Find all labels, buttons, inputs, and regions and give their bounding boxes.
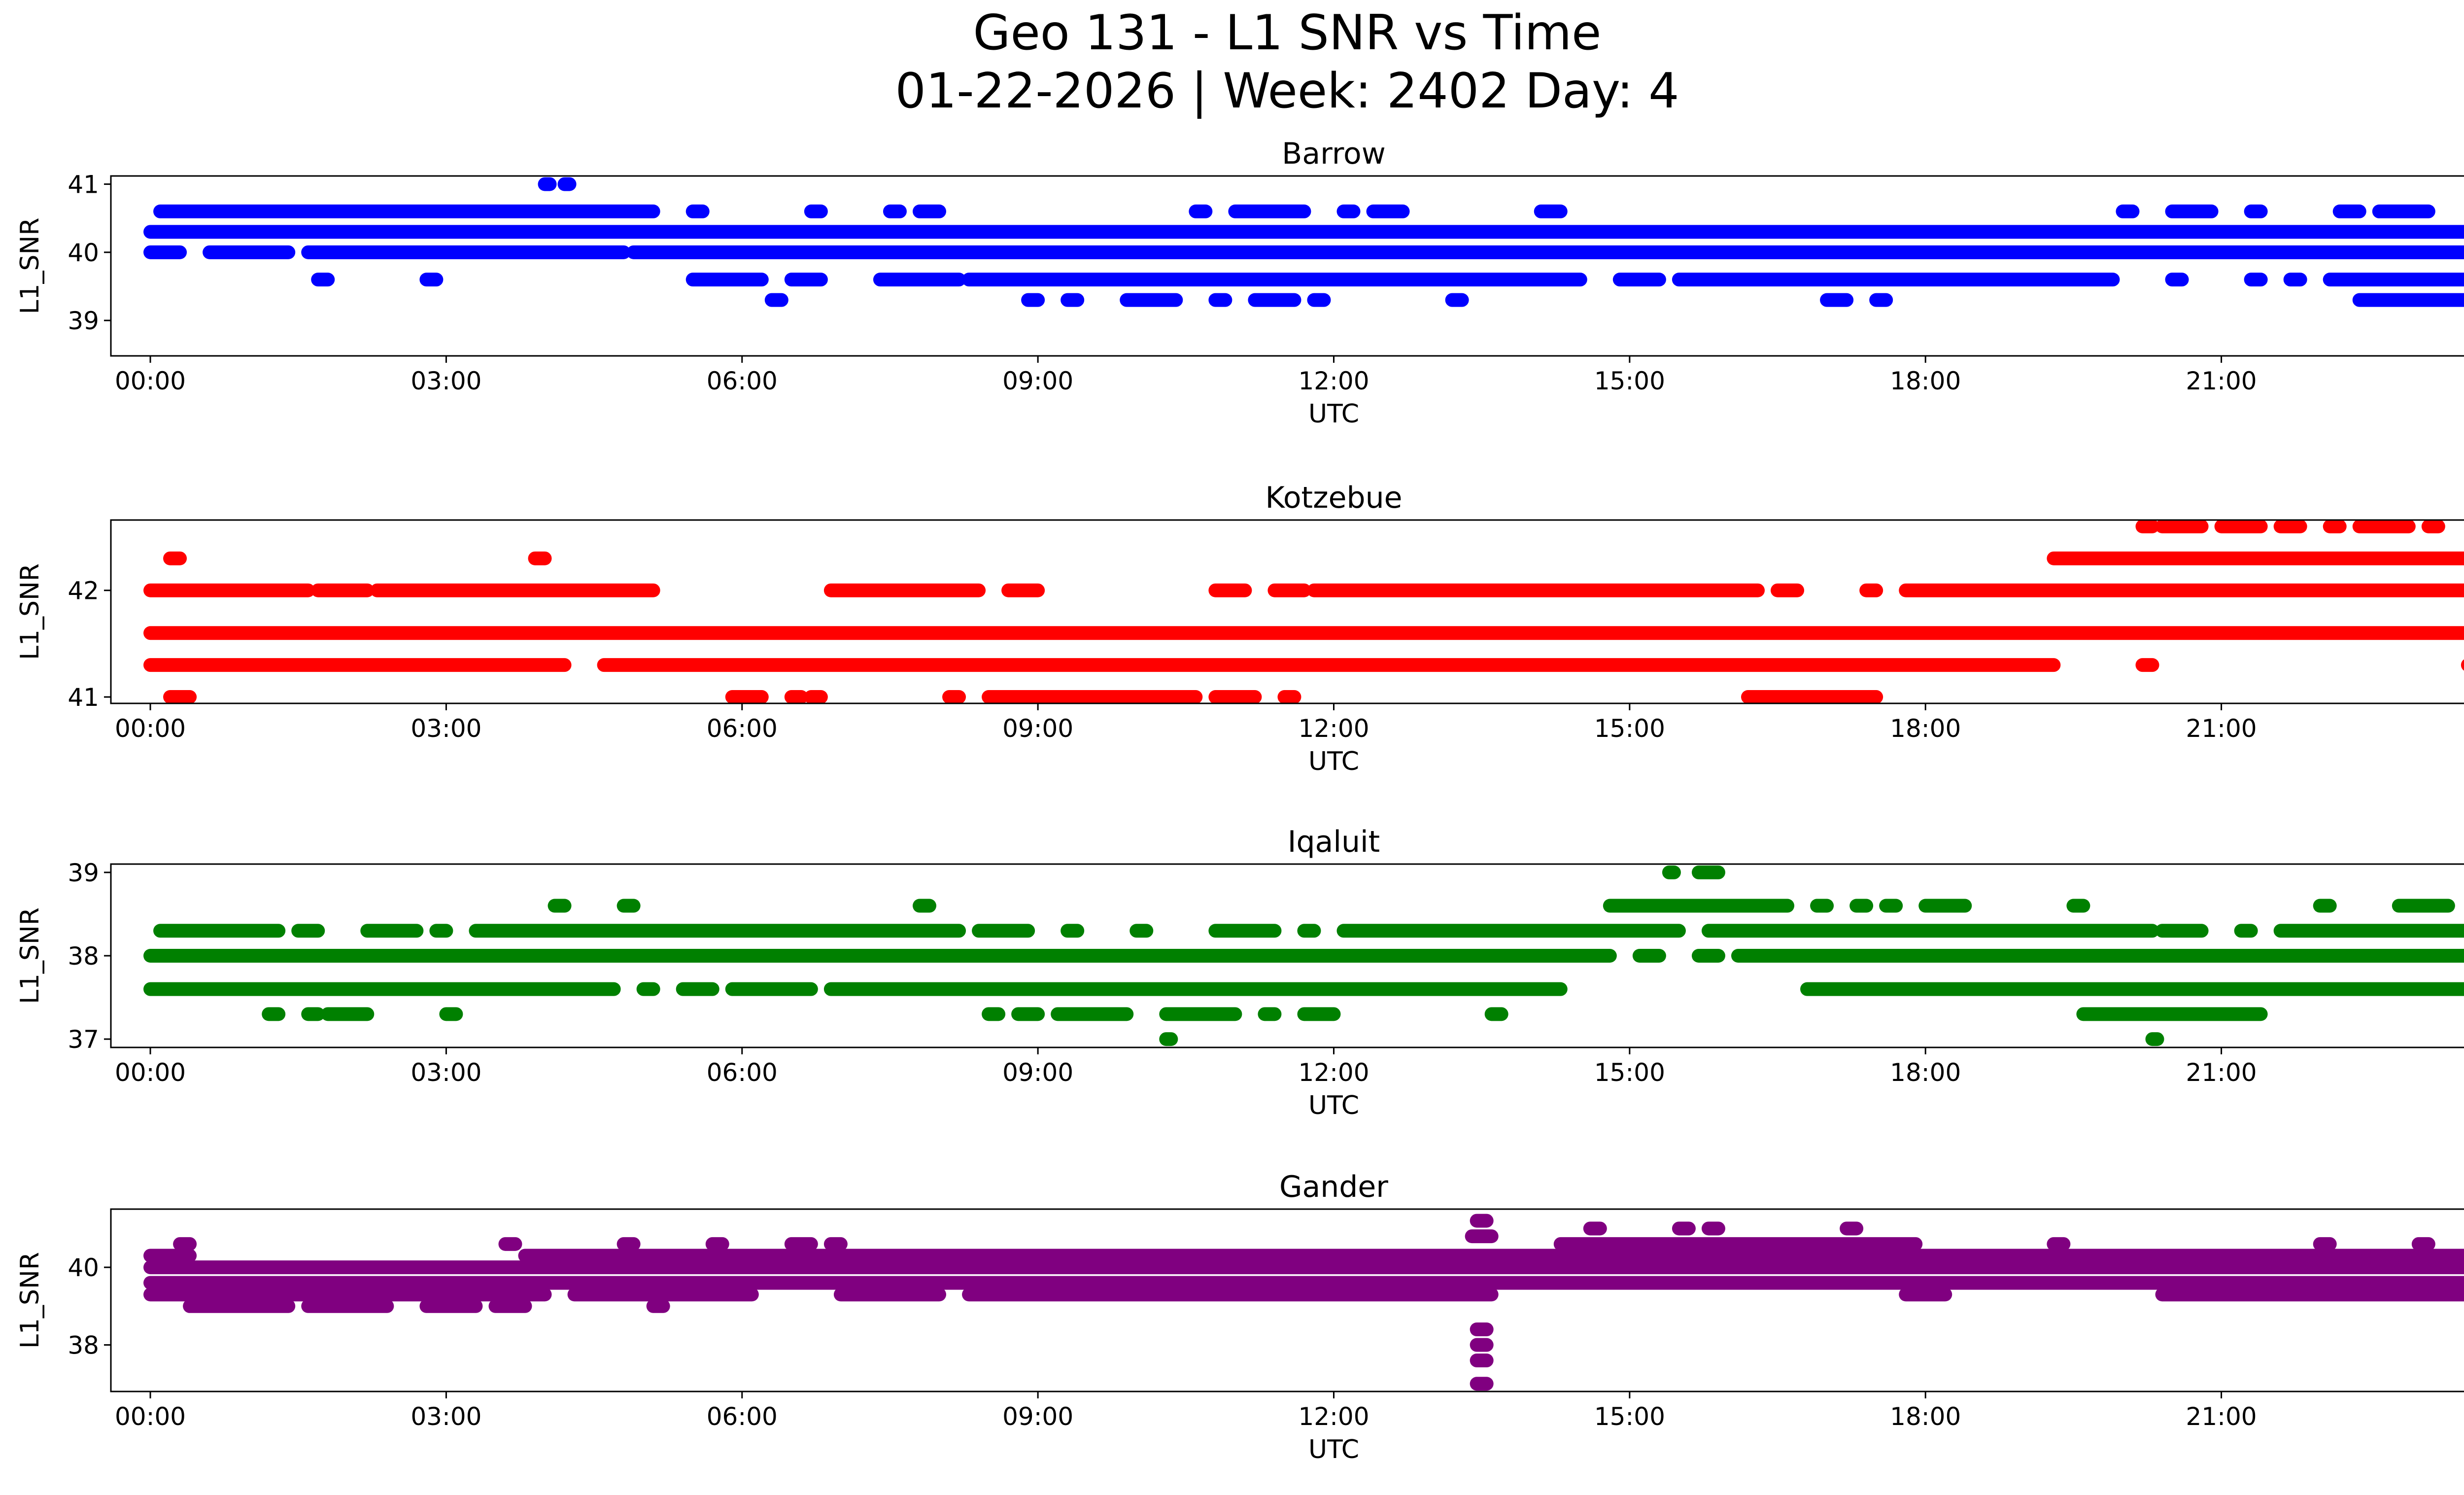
x-axis-label: UTC <box>1308 1435 1359 1464</box>
x-tick-label: 00:00 <box>115 1058 186 1087</box>
x-tick-label: 15:00 <box>1594 367 1665 395</box>
x-axis-label: UTC <box>1308 1091 1359 1120</box>
panel-title: Iqaluit <box>1288 825 1380 859</box>
y-tick-label: 40 <box>68 239 99 267</box>
y-tick-label: 38 <box>68 942 99 971</box>
x-tick-label: 15:00 <box>1594 1058 1665 1087</box>
panel-iqaluit: Iqaluit 00:00 03:00 06:00 09:00 12:00 15:00 18:… <box>15 825 2464 1120</box>
y-tick-label: 39 <box>68 859 99 887</box>
y-tick-label: 37 <box>68 1025 99 1054</box>
data-points <box>143 1214 2464 1391</box>
x-tick-label: 00:00 <box>115 714 186 743</box>
panel-title: Kotzebue <box>1265 481 1402 515</box>
x-tick-label: 06:00 <box>707 367 778 395</box>
x-tick-label: 15:00 <box>1594 714 1665 743</box>
chart-panels: Barrow 00:00 03:00 06:00 09:00 12:00 15:00 18:0… <box>15 137 2464 1464</box>
y-axis-label: L1_SNR <box>15 563 45 660</box>
panel-gander: Gander 00:00 03:00 06:00 09:00 12:00 15:00 18:0… <box>15 1170 2464 1464</box>
x-tick-label: 06:00 <box>707 1402 778 1431</box>
x-tick-label: 03:00 <box>411 714 481 743</box>
y-axis-label: L1_SNR <box>15 217 45 314</box>
x-tick-label: 21:00 <box>2186 1402 2257 1431</box>
x-tick-label: 12:00 <box>1298 714 1369 743</box>
x-tick-label: 09:00 <box>1002 714 1073 743</box>
x-tick-label: 21:00 <box>2186 714 2257 743</box>
x-tick-label: 09:00 <box>1002 1058 1073 1087</box>
x-tick-label: 03:00 <box>411 1402 481 1431</box>
x-tick-label: 00:00 <box>115 1402 186 1431</box>
y-axis-label: L1_SNR <box>15 1252 45 1349</box>
x-tick-label: 21:00 <box>2186 367 2257 395</box>
figure-title-line1: Geo 131 - L1 SNR vs Time <box>973 5 1602 61</box>
panel-barrow: Barrow 00:00 03:00 06:00 09:00 12:00 15:00 18:0… <box>15 137 2464 429</box>
x-tick-label: 12:00 <box>1298 1058 1369 1087</box>
y-tick-label: 40 <box>68 1253 99 1282</box>
x-tick-label: 18:00 <box>1890 1402 1961 1431</box>
x-axis-label: UTC <box>1308 399 1359 429</box>
x-tick-label: 12:00 <box>1298 1402 1369 1431</box>
data-points <box>143 177 2464 307</box>
y-tick-label: 41 <box>68 171 99 199</box>
x-tick-label: 12:00 <box>1298 367 1369 395</box>
y-tick-label: 38 <box>68 1331 99 1360</box>
x-tick-label: 09:00 <box>1002 1402 1073 1431</box>
x-tick-label: 00:00 <box>115 367 186 395</box>
x-tick-label: 06:00 <box>707 1058 778 1087</box>
x-tick-label: 15:00 <box>1594 1402 1665 1431</box>
panel-kotzebue: Kotzebue 00:00 03:00 06:00 09:00 12:00 15:00 18… <box>15 481 2464 776</box>
x-tick-label: 21:00 <box>2186 1058 2257 1087</box>
panel-title: Gander <box>1279 1170 1388 1204</box>
y-axis-label: L1_SNR <box>15 907 45 1004</box>
x-tick-label: 18:00 <box>1890 1058 1961 1087</box>
x-tick-label: 06:00 <box>707 714 778 743</box>
figure-title-line2: 01-22-2026 | Week: 2402 Day: 4 <box>895 63 1679 119</box>
x-tick-label: 18:00 <box>1890 367 1961 395</box>
data-points <box>143 865 2464 1046</box>
x-tick-label: 03:00 <box>411 367 481 395</box>
panel-title: Barrow <box>1282 137 1386 171</box>
y-tick-label: 41 <box>68 683 99 712</box>
y-tick-label: 39 <box>68 307 99 335</box>
x-axis-label: UTC <box>1308 747 1359 776</box>
data-points <box>143 519 2464 704</box>
x-tick-label: 09:00 <box>1002 367 1073 395</box>
x-tick-label: 18:00 <box>1890 714 1961 743</box>
x-tick-label: 03:00 <box>411 1058 481 1087</box>
y-tick-label: 42 <box>68 577 99 605</box>
